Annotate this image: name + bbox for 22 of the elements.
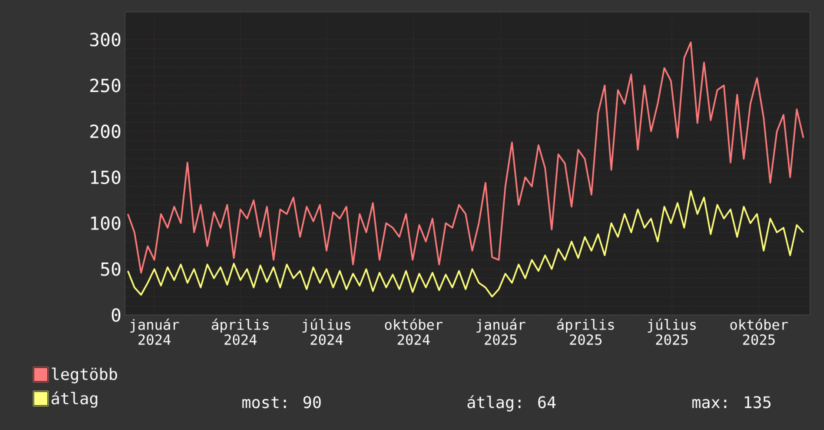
x-tick-label: július 2025 xyxy=(648,318,696,345)
y-tick-label: 250 xyxy=(90,78,120,92)
text: max: 135 xyxy=(692,396,771,408)
y-tick-label: 200 xyxy=(90,124,120,138)
x-tick-label: július 2024 xyxy=(302,318,350,345)
y-tick-label: 100 xyxy=(91,216,120,230)
y-tick-label: 50 xyxy=(101,262,120,276)
x-tick-label: október 2025 xyxy=(730,318,788,345)
y-tick-label: 0 xyxy=(112,308,120,322)
y-tick-label: 300 xyxy=(90,32,120,46)
y-tick-label: 150 xyxy=(91,170,120,184)
x-tick-label: január 2024 xyxy=(130,318,180,345)
x-tick-label: október 2024 xyxy=(385,318,443,345)
x-tick-label: április 2025 xyxy=(557,318,614,345)
text: átlag: 64 xyxy=(468,395,556,412)
x-tick-label: április 2024 xyxy=(212,318,269,345)
legend-label: átlag xyxy=(52,391,98,408)
line-series xyxy=(127,190,804,298)
text: most: 90 xyxy=(242,396,321,408)
line-series xyxy=(127,41,804,274)
legend-label: legtöbb xyxy=(52,368,118,384)
x-tick-label: január 2025 xyxy=(476,318,526,345)
